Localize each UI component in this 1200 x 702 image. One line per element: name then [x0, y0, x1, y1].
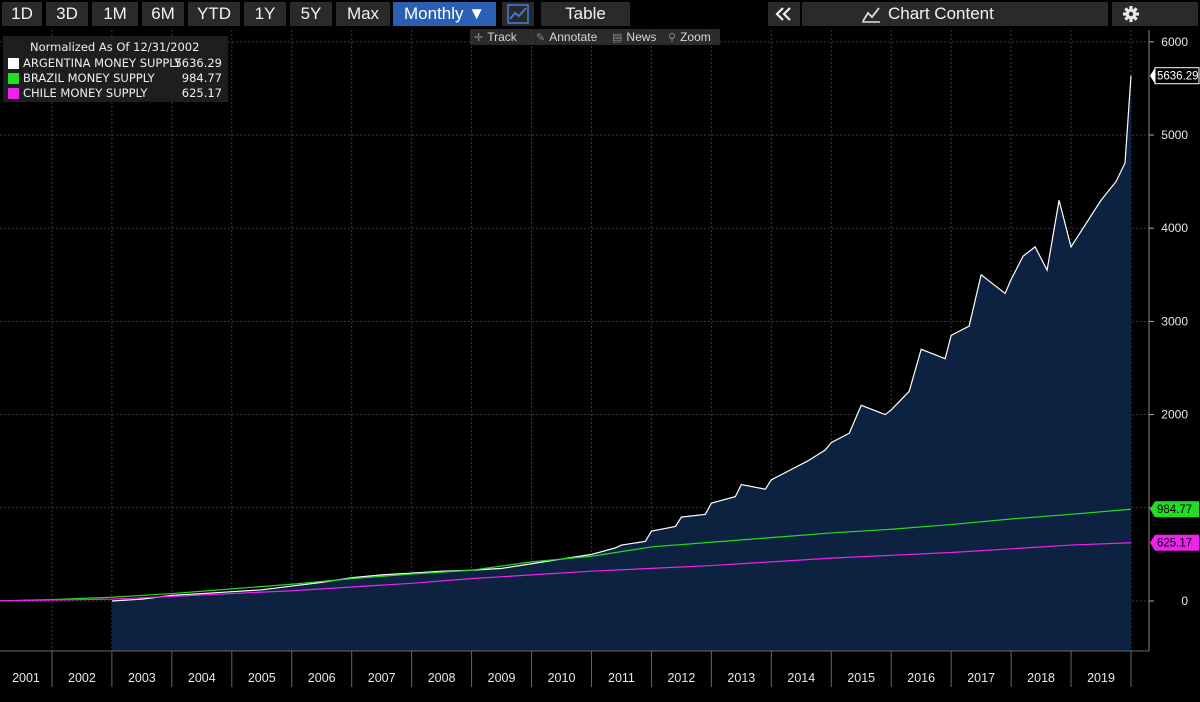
value-tag-label: 625.17 — [1157, 538, 1192, 550]
chart-tools-bar: ✛ Track ✎ Annotate ▤ News ⚲ Zoom — [470, 29, 720, 45]
legend-series-value: 5636.29 — [174, 56, 222, 70]
value-tag-box — [1155, 534, 1199, 551]
series-lines — [0, 75, 1132, 602]
period-6m-button[interactable]: 6M — [142, 2, 184, 26]
settings-button[interactable] — [1112, 2, 1198, 26]
x-tick-label: 2010 — [548, 671, 576, 685]
x-tick-label: 2001 — [12, 671, 40, 685]
x-tick-label: 2016 — [907, 671, 935, 685]
news-label: News — [626, 30, 657, 44]
zoom-label: Zoom — [680, 30, 711, 44]
track-label: Track — [487, 30, 517, 44]
x-tick-label: 2012 — [667, 671, 695, 685]
y-axis: 0100020003000400050006000 — [1148, 30, 1188, 651]
pencil-icon: ✎ — [536, 32, 546, 44]
x-tick-label: 2006 — [308, 671, 336, 685]
frequency-dropdown[interactable]: Monthly ▼ — [393, 2, 496, 26]
x-tick-label: 2013 — [727, 671, 755, 685]
collapse-panel-button[interactable] — [768, 2, 800, 26]
legend-series-value: 984.77 — [181, 71, 222, 85]
argentina-area — [111, 75, 1132, 652]
argentina-line — [111, 75, 1132, 602]
gear-icon — [1123, 6, 1139, 22]
x-tick-label: 2014 — [787, 671, 815, 685]
x-tick-label: 2011 — [608, 671, 635, 685]
period-max-button[interactable]: Max — [336, 2, 390, 26]
legend-row-argentina[interactable]: ARGENTINA MONEY SUPPLY 5636.29 — [8, 56, 226, 71]
period-5y-button[interactable]: 5Y — [290, 2, 332, 26]
legend-row-brazil[interactable]: BRAZIL MONEY SUPPLY 984.77 — [8, 71, 226, 86]
crosshair-icon: ✛ — [474, 32, 484, 44]
magnifier-icon: ⚲ — [668, 32, 677, 44]
x-axis: 2001 2002 2003 2004 2005 2006 2007 2008 2009 2010… — [0, 650, 1149, 687]
chile-line — [0, 542, 1132, 602]
news-icon: ▤ — [612, 32, 623, 44]
value-tag-label: 5636.29 — [1157, 71, 1199, 83]
legend-series-name: CHILE MONEY SUPPLY — [23, 86, 148, 100]
period-1m-button[interactable]: 1M — [92, 2, 138, 26]
y-tick-label: 6000 — [1161, 35, 1188, 49]
line-chart-icon — [507, 4, 529, 24]
x-axis-band — [0, 651, 1149, 687]
x-tick-label: 2008 — [428, 671, 456, 685]
legend-swatch — [8, 58, 19, 69]
chart-content-button[interactable]: Chart Content — [802, 2, 1108, 26]
period-1d-button[interactable]: 1D — [2, 2, 42, 26]
y-tick-label: 5000 — [1161, 128, 1188, 142]
zoom-tool[interactable]: ⚲ Zoom — [668, 29, 711, 46]
value-tag-box — [1154, 67, 1200, 85]
y-tick-label: 2000 — [1161, 408, 1188, 422]
track-tool[interactable]: ✛ Track — [474, 29, 517, 46]
value-tag-pointer — [1150, 534, 1155, 551]
legend-series-value: 625.17 — [181, 86, 222, 100]
value-tag-label: 984.77 — [1157, 504, 1192, 516]
news-tool[interactable]: ▤ News — [612, 29, 656, 46]
legend-series-name: ARGENTINA MONEY SUPPLY — [23, 56, 182, 70]
chart-content-icon — [862, 7, 880, 23]
x-tick-label: 2004 — [188, 671, 216, 685]
period-ytd-button[interactable]: YTD — [188, 2, 240, 26]
value-tag-pointer — [1150, 501, 1155, 518]
brazil-line — [0, 508, 1132, 602]
last-value-tags: 5636.29 984.77 625.17 — [1150, 67, 1200, 551]
x-tick-label: 2019 — [1087, 671, 1115, 685]
period-1y-button[interactable]: 1Y — [244, 2, 286, 26]
legend-swatch — [8, 73, 19, 84]
y-tick-label: 0 — [1181, 594, 1188, 608]
table-button[interactable]: Table — [541, 2, 630, 26]
series-areas — [111, 75, 1132, 652]
x-tick-label: 2002 — [68, 671, 96, 685]
y-tick-label: 4000 — [1161, 221, 1188, 235]
legend-row-chile[interactable]: CHILE MONEY SUPPLY 625.17 — [8, 86, 226, 101]
x-tick-label: 2017 — [967, 671, 995, 685]
x-tick-label: 2003 — [128, 671, 156, 685]
legend-swatch — [8, 88, 19, 99]
x-tick-label: 2005 — [248, 671, 276, 685]
x-tick-label: 2018 — [1027, 671, 1055, 685]
chart-toolbar: 1D 3D 1M 6M YTD 1Y 5Y Max Monthly ▼ Tabl… — [0, 0, 1200, 28]
period-3d-button[interactable]: 3D — [46, 2, 88, 26]
annotate-tool[interactable]: ✎ Annotate — [536, 29, 597, 46]
x-tick-label: 2015 — [847, 671, 875, 685]
annotate-label: Annotate — [549, 30, 598, 44]
legend-title: Normalized As Of 12/31/2002 — [30, 40, 200, 54]
x-tick-label: 2007 — [368, 671, 396, 685]
value-tag-box — [1155, 501, 1199, 518]
legend-series-name: BRAZIL MONEY SUPPLY — [23, 71, 155, 85]
chart-content-label: Chart Content — [888, 4, 994, 23]
chart-legend[interactable]: Normalized As Of 12/31/2002 ARGENTINA MO… — [3, 36, 228, 102]
x-tick-label: 2009 — [488, 671, 516, 685]
value-tag-pointer — [1150, 67, 1155, 84]
y-tick-label: 3000 — [1161, 314, 1188, 328]
line-chart-type-button[interactable] — [502, 2, 534, 26]
double-chevron-left-icon — [775, 7, 791, 21]
